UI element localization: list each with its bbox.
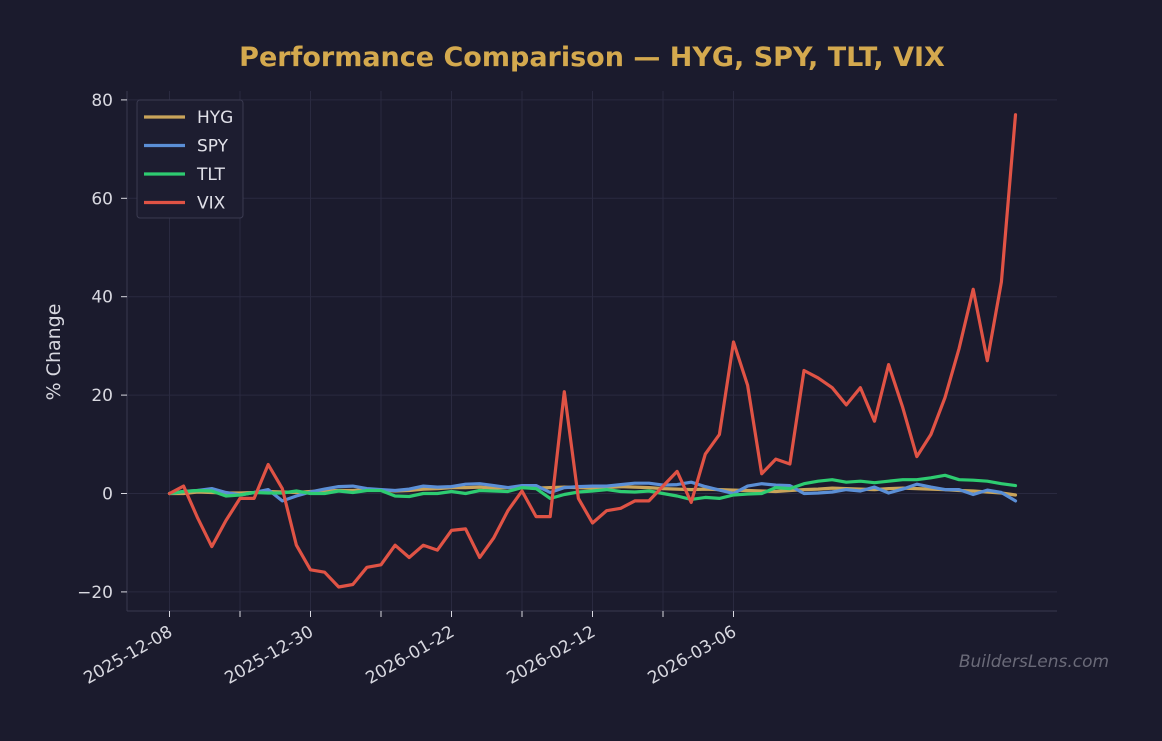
y-tick-label: 40 bbox=[91, 288, 113, 308]
y-tick-label: 0 bbox=[102, 485, 113, 505]
legend-label-vix: VIX bbox=[197, 194, 226, 214]
legend-label-hyg: HYG bbox=[197, 108, 233, 128]
legend-label-spy: SPY bbox=[197, 137, 229, 157]
legend-label-tlt: TLT bbox=[196, 165, 226, 185]
series-line-tlt bbox=[167, 473, 1018, 501]
y-axis-label: % Change bbox=[43, 304, 65, 401]
legend: HYG SPY TLT VIX bbox=[136, 99, 244, 219]
y-tick-label: 20 bbox=[91, 386, 113, 406]
y-tick-label: −20 bbox=[77, 583, 113, 603]
y-tick-label: 60 bbox=[91, 189, 113, 209]
y-ticks: −20 0 20 40 60 80 bbox=[77, 91, 127, 603]
series-lines bbox=[167, 113, 1018, 589]
chart-title: Performance Comparison — HYG, SPY, TLT, … bbox=[239, 42, 945, 73]
watermark: BuildersLens.com bbox=[959, 652, 1109, 672]
y-tick-label: 80 bbox=[91, 91, 113, 111]
series-line-vix bbox=[167, 113, 1018, 589]
legend-box bbox=[136, 99, 244, 219]
